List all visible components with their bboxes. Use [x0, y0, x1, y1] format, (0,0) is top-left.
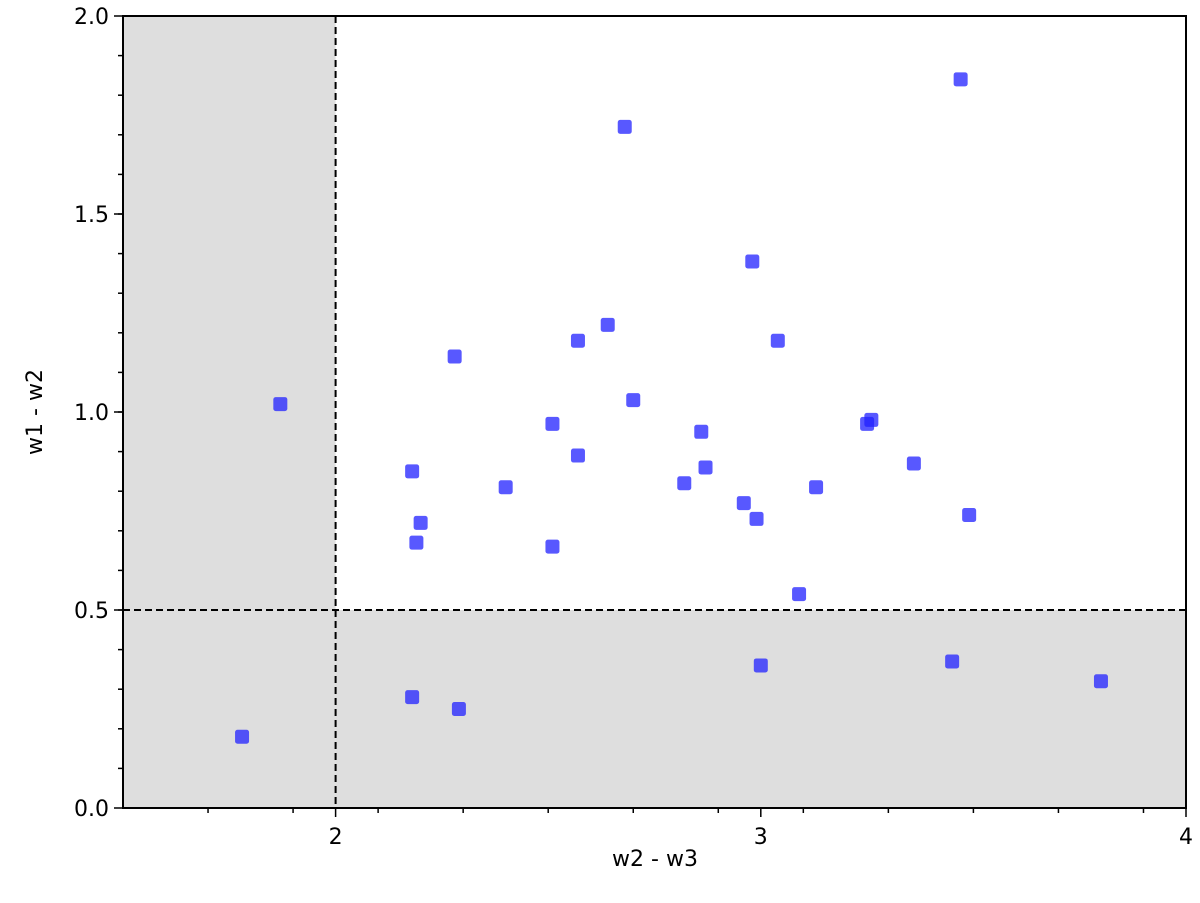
shaded-region: [335, 610, 1187, 808]
x-tick-label: 4: [1179, 825, 1193, 850]
shaded-region: [123, 16, 336, 808]
point: [600, 317, 615, 332]
point: [409, 535, 424, 550]
point: [962, 507, 977, 522]
point: [753, 658, 768, 673]
point: [405, 690, 420, 705]
plot-frame: [122, 15, 1187, 809]
point: [745, 254, 760, 269]
point: [626, 393, 641, 408]
point: [698, 460, 713, 475]
point: [677, 476, 692, 491]
x-tick-label: 2: [329, 825, 343, 850]
point: [545, 416, 560, 431]
point: [749, 511, 764, 526]
point: [570, 448, 585, 463]
point: [498, 480, 513, 495]
point: [736, 496, 751, 511]
point: [273, 397, 288, 412]
y-tick-label: 0.0: [74, 797, 109, 822]
point: [451, 702, 466, 716]
point: [945, 654, 960, 669]
point: [545, 539, 560, 554]
point: [953, 72, 968, 87]
point: [570, 333, 585, 348]
x-tick-label: 3: [754, 825, 768, 850]
point: [770, 333, 785, 348]
y-tick-label: 2.0: [74, 5, 109, 30]
point: [447, 349, 462, 364]
point: [694, 424, 709, 439]
y-tick-label: 1.0: [74, 401, 109, 426]
point: [413, 515, 428, 530]
point: [864, 412, 879, 427]
x-axis-label: w2 - w3: [612, 847, 698, 872]
point: [792, 587, 807, 602]
point: [617, 119, 632, 134]
point: [1093, 674, 1108, 689]
point: [405, 464, 420, 479]
point: [235, 729, 250, 744]
y-tick-label: 0.5: [74, 599, 109, 624]
y-axis-label: w1 - w2: [23, 369, 48, 455]
y-tick-label: 1.5: [74, 203, 109, 228]
point: [906, 456, 921, 471]
point: [809, 480, 824, 495]
